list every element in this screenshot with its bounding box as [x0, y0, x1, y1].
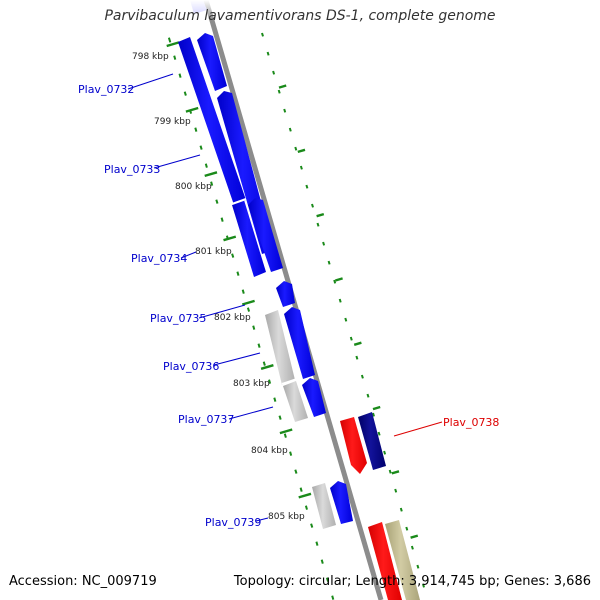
gene-plav-0737-feature[interactable] — [283, 381, 308, 422]
top-fade — [150, 0, 310, 20]
accession-text: Accession: NC_009719 — [9, 574, 157, 589]
gene-plav-0734-feature[interactable] — [232, 200, 266, 277]
gene-label-plav-0739[interactable]: Plav_0739 — [205, 516, 261, 529]
callout-line — [127, 73, 174, 90]
gene-plav-0738-navy-feature[interactable] — [358, 412, 386, 470]
gene-plav-0738-red-feature[interactable] — [340, 417, 367, 474]
gene-plav-0739-gray-feature[interactable] — [312, 483, 336, 529]
callout-line — [153, 154, 201, 169]
gene-plav-0732-outer-feature[interactable] — [197, 33, 227, 91]
feature-separators — [231, 198, 298, 385]
gene-plav-0737-outer-feature[interactable] — [302, 378, 326, 417]
position-label: 800 kbp — [175, 182, 212, 192]
gene-callout-lines — [127, 73, 443, 522]
position-label: 803 kbp — [233, 379, 270, 389]
position-label: 805 kbp — [268, 512, 305, 522]
gene-label-plav-0732[interactable]: Plav_0732 — [78, 83, 134, 96]
genome-summary-text: Topology: circular; Length: 3,914,745 bp… — [233, 574, 591, 589]
gene-label-plav-0735[interactable]: Plav_0735 — [150, 312, 206, 325]
gene-label-plav-0734[interactable]: Plav_0734 — [131, 252, 187, 265]
inner-major-ticks — [166, 41, 312, 499]
callout-line — [393, 421, 443, 437]
inner-strand-genes — [178, 0, 402, 600]
gene-lower-khaki-feature[interactable] — [385, 520, 420, 600]
callout-line — [228, 406, 274, 420]
position-label: 798 kbp — [132, 52, 169, 62]
position-label: 802 kbp — [214, 313, 251, 323]
gene-plav-0735-outer-feature[interactable] — [276, 281, 295, 307]
gene-label-plav-0736[interactable]: Plav_0736 — [163, 360, 219, 373]
callout-line — [213, 352, 261, 366]
gene-plav-0739-outer-feature[interactable] — [330, 481, 353, 524]
gene-plav-0736-outer-feature[interactable] — [284, 307, 315, 379]
outer-major-ticks — [278, 84, 419, 539]
gene-plav-0736-feature[interactable] — [265, 310, 295, 385]
position-label: 801 kbp — [195, 247, 232, 257]
gene-label-plav-0737[interactable]: Plav_0737 — [178, 413, 234, 426]
gene-labels: Plav_0732 Plav_0733 Plav_0734 Plav_0735 … — [78, 83, 499, 529]
callout-line — [255, 517, 269, 522]
gene-plav-0732-feature[interactable] — [178, 37, 246, 205]
gene-lower-red-feature[interactable] — [368, 522, 402, 600]
callout-line — [198, 304, 246, 319]
gene-plav-0734-outer-feature[interactable] — [248, 198, 283, 272]
position-label: 799 kbp — [154, 117, 191, 127]
outer-tick-track — [261, 32, 425, 588]
gene-label-plav-0738[interactable]: Plav_0738 — [443, 416, 499, 429]
gene-label-plav-0733[interactable]: Plav_0733 — [104, 163, 160, 176]
callout-line — [180, 251, 197, 259]
page-title: Parvibaculum lavamentivorans DS-1, compl… — [104, 8, 496, 24]
outer-strand-genes — [197, 33, 420, 600]
position-labels: 798 kbp 799 kbp 800 kbp 801 kbp 802 kbp … — [132, 52, 305, 522]
position-label: 804 kbp — [251, 446, 288, 456]
